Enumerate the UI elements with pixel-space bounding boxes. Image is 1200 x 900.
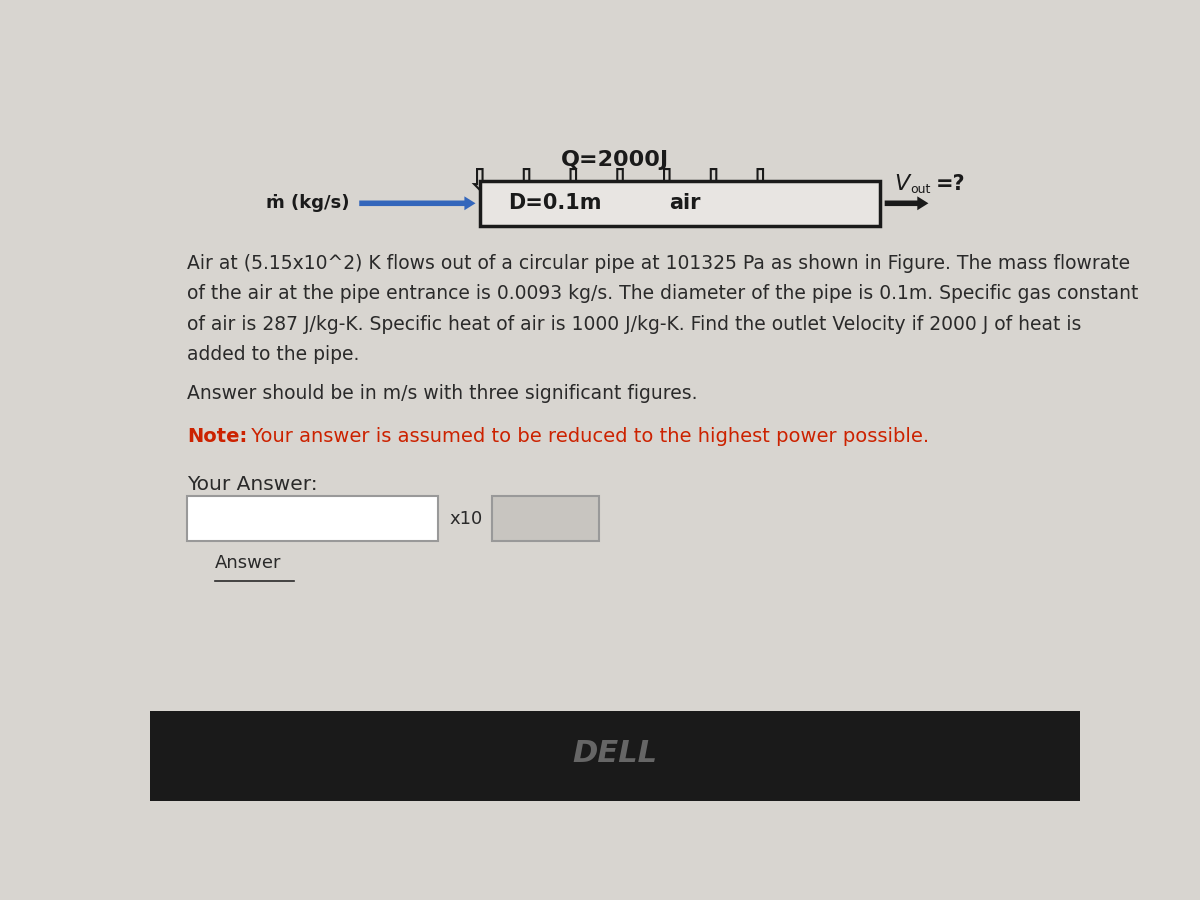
Text: Answer should be in m/s with three significant figures.: Answer should be in m/s with three signi… — [187, 383, 697, 403]
Text: x10: x10 — [450, 509, 482, 527]
Text: =?: =? — [936, 175, 966, 194]
Text: Your Answer:: Your Answer: — [187, 475, 318, 494]
Bar — [187, 496, 438, 541]
Text: D=0.1m: D=0.1m — [508, 194, 601, 213]
Bar — [492, 496, 599, 541]
Text: Answer: Answer — [215, 554, 282, 572]
Text: out: out — [910, 183, 930, 195]
FancyArrowPatch shape — [359, 196, 475, 211]
Text: added to the pipe.: added to the pipe. — [187, 345, 360, 364]
Text: DELL: DELL — [572, 740, 658, 769]
Text: of the air at the pipe entrance is 0.0093 kg/s. The diameter of the pipe is 0.1m: of the air at the pipe entrance is 0.009… — [187, 284, 1139, 303]
Text: air: air — [670, 194, 701, 213]
Text: Note:: Note: — [187, 427, 247, 446]
Bar — [150, 711, 1080, 801]
Text: of air is 287 J/kg-K. Specific heat of air is 1000 J/kg-K. Find the outlet Veloc: of air is 287 J/kg-K. Specific heat of a… — [187, 314, 1081, 334]
Text: Air at (5.15x10^2) K flows out of a circular pipe at 101325 Pa as shown in Figur: Air at (5.15x10^2) K flows out of a circ… — [187, 254, 1130, 273]
FancyArrowPatch shape — [884, 196, 929, 211]
Text: ṁ (kg/s): ṁ (kg/s) — [266, 194, 350, 212]
Text: $V$: $V$ — [894, 175, 912, 194]
Text: Your answer is assumed to be reduced to the highest power possible.: Your answer is assumed to be reduced to … — [245, 427, 929, 446]
Bar — [480, 181, 880, 226]
Text: ⇩  ⇩  ⇩  ⇩  ⇩  ⇩  ⇩: ⇩ ⇩ ⇩ ⇩ ⇩ ⇩ ⇩ — [467, 167, 773, 197]
Text: Q=2000J: Q=2000J — [560, 150, 670, 170]
